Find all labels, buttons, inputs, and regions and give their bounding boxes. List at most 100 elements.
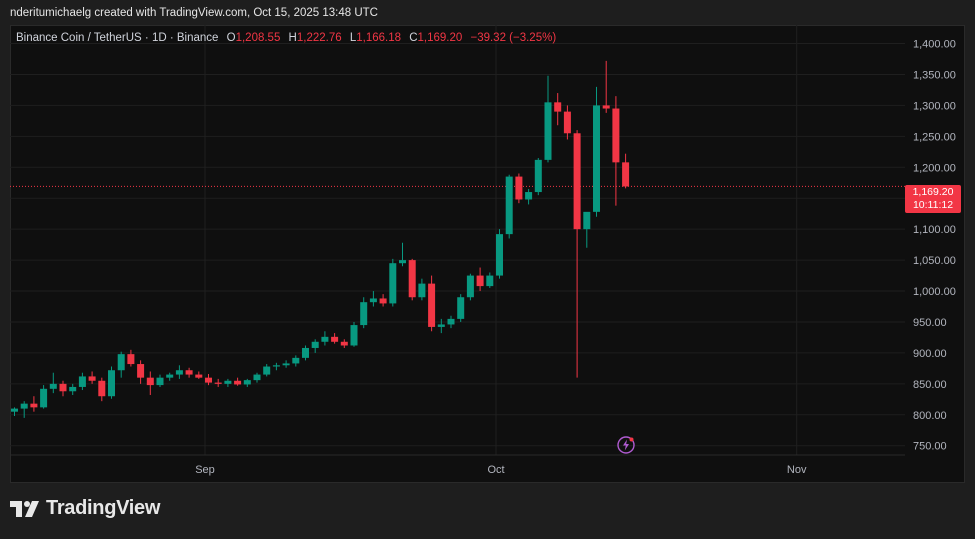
- candle-body[interactable]: [340, 341, 348, 346]
- chart-credit: nderitumichaelg created with TradingView…: [10, 7, 378, 19]
- y-tick-label: 1,100.00: [913, 224, 956, 236]
- candle-body[interactable]: [544, 102, 552, 160]
- candle-body[interactable]: [583, 211, 591, 230]
- low-label: L: [349, 32, 357, 44]
- candle-body[interactable]: [166, 374, 174, 378]
- candle-body[interactable]: [563, 111, 571, 134]
- candle-body[interactable]: [175, 370, 183, 375]
- open-value: 1,208.55: [235, 32, 281, 44]
- candle-body[interactable]: [360, 302, 368, 326]
- candle-body[interactable]: [20, 403, 28, 409]
- candle-body[interactable]: [437, 324, 445, 327]
- x-tick-label: Nov: [787, 464, 807, 476]
- candlestick-chart[interactable]: 1,400.00 1,350.00 1,300.00 1,250.00 1,200.00…: [10, 25, 965, 483]
- y-tick-label: 1,200.00: [913, 162, 956, 174]
- change-value: −39.32 (−3.25%): [470, 32, 557, 44]
- candle-body[interactable]: [156, 377, 164, 386]
- candle-body[interactable]: [321, 336, 329, 342]
- candle-body[interactable]: [78, 376, 86, 387]
- y-tick-label: 950.00: [913, 317, 947, 329]
- candle-body[interactable]: [476, 275, 484, 287]
- candle-body[interactable]: [399, 260, 406, 264]
- candle-body[interactable]: [49, 383, 57, 389]
- candle-body[interactable]: [137, 364, 145, 378]
- candle-body[interactable]: [272, 365, 280, 367]
- candle-body[interactable]: [369, 298, 377, 303]
- y-tick-label: 800.00: [913, 410, 947, 422]
- tradingview-logo-icon: [10, 500, 39, 517]
- candle-body[interactable]: [185, 370, 193, 375]
- candle-body[interactable]: [69, 386, 77, 392]
- chart-panel[interactable]: [10, 25, 965, 483]
- candle-body[interactable]: [622, 162, 630, 187]
- candle-body[interactable]: [612, 108, 620, 163]
- candle-body[interactable]: [292, 357, 300, 364]
- y-tick-label: 1,250.00: [913, 131, 956, 143]
- candle-body[interactable]: [88, 376, 96, 381]
- y-tick-label: 1,000.00: [913, 286, 956, 298]
- y-tick-label: 900.00: [913, 348, 947, 360]
- candle-body[interactable]: [515, 176, 523, 200]
- candle-body[interactable]: [447, 318, 455, 325]
- candle-body[interactable]: [457, 297, 465, 319]
- candle-body[interactable]: [350, 325, 358, 346]
- y-tick-label: 1,300.00: [913, 100, 956, 112]
- candle-body[interactable]: [311, 341, 319, 348]
- y-tick-label: 750.00: [913, 441, 947, 453]
- candle-body[interactable]: [466, 275, 474, 298]
- candle-body[interactable]: [496, 234, 503, 276]
- close-value: 1,169.20: [417, 32, 463, 44]
- candle-body[interactable]: [30, 403, 38, 408]
- bar-countdown: 10:11:12: [912, 199, 954, 211]
- y-tick-label: 1,400.00: [913, 39, 956, 51]
- candle-body[interactable]: [205, 377, 212, 383]
- candle-body[interactable]: [554, 102, 562, 112]
- candle-body[interactable]: [505, 176, 513, 235]
- candle-body[interactable]: [418, 283, 426, 298]
- candle-body[interactable]: [573, 133, 581, 230]
- x-tick-label: Oct: [487, 464, 504, 476]
- candle-body[interactable]: [253, 374, 261, 381]
- candle-body[interactable]: [234, 380, 242, 385]
- candle-body[interactable]: [146, 377, 154, 386]
- tradingview-logo[interactable]: TradingView: [10, 497, 160, 520]
- candle-body[interactable]: [214, 382, 222, 384]
- candle-body[interactable]: [224, 380, 232, 384]
- candle-body[interactable]: [486, 275, 494, 287]
- candle-body[interactable]: [243, 380, 251, 385]
- candle-body[interactable]: [108, 370, 115, 397]
- candle-body[interactable]: [127, 354, 135, 365]
- ohlc-legend: Binance Coin / TetherUS · 1D · Binance O…: [16, 32, 556, 44]
- lightning-event-icon[interactable]: [617, 436, 635, 454]
- y-tick-label: 1,350.00: [913, 69, 956, 81]
- candle-body[interactable]: [408, 260, 416, 298]
- x-tick-label: Sep: [195, 464, 215, 476]
- candle-body[interactable]: [302, 347, 309, 358]
- y-tick-label: 850.00: [913, 379, 947, 391]
- candle-body[interactable]: [98, 380, 106, 397]
- candle-body[interactable]: [195, 374, 203, 378]
- brand-name: TradingView: [46, 497, 161, 519]
- candle-body[interactable]: [389, 263, 397, 304]
- candle-body[interactable]: [525, 192, 533, 200]
- high-label: H: [288, 32, 297, 44]
- candle-body[interactable]: [331, 336, 339, 342]
- y-tick-label: 1,050.00: [913, 255, 956, 267]
- candle-body[interactable]: [282, 363, 290, 366]
- candle-body[interactable]: [117, 354, 125, 371]
- symbol-title[interactable]: Binance Coin / TetherUS · 1D · Binance: [16, 32, 219, 44]
- candle-body[interactable]: [534, 159, 542, 193]
- candle-body[interactable]: [11, 408, 18, 412]
- last-price: 1,169.20: [912, 186, 954, 198]
- candle-body[interactable]: [379, 298, 387, 304]
- candle-body[interactable]: [602, 105, 610, 109]
- open-label: O: [226, 32, 236, 44]
- candle-body[interactable]: [593, 105, 600, 212]
- high-value: 1,222.76: [296, 32, 342, 44]
- candle-body[interactable]: [40, 388, 48, 408]
- candle-body[interactable]: [59, 383, 67, 392]
- candle-body[interactable]: [428, 283, 436, 327]
- candle-body[interactable]: [263, 366, 271, 375]
- last-price-tag: 1,169.20 10:11:12: [905, 185, 961, 213]
- low-value: 1,166.18: [356, 32, 401, 44]
